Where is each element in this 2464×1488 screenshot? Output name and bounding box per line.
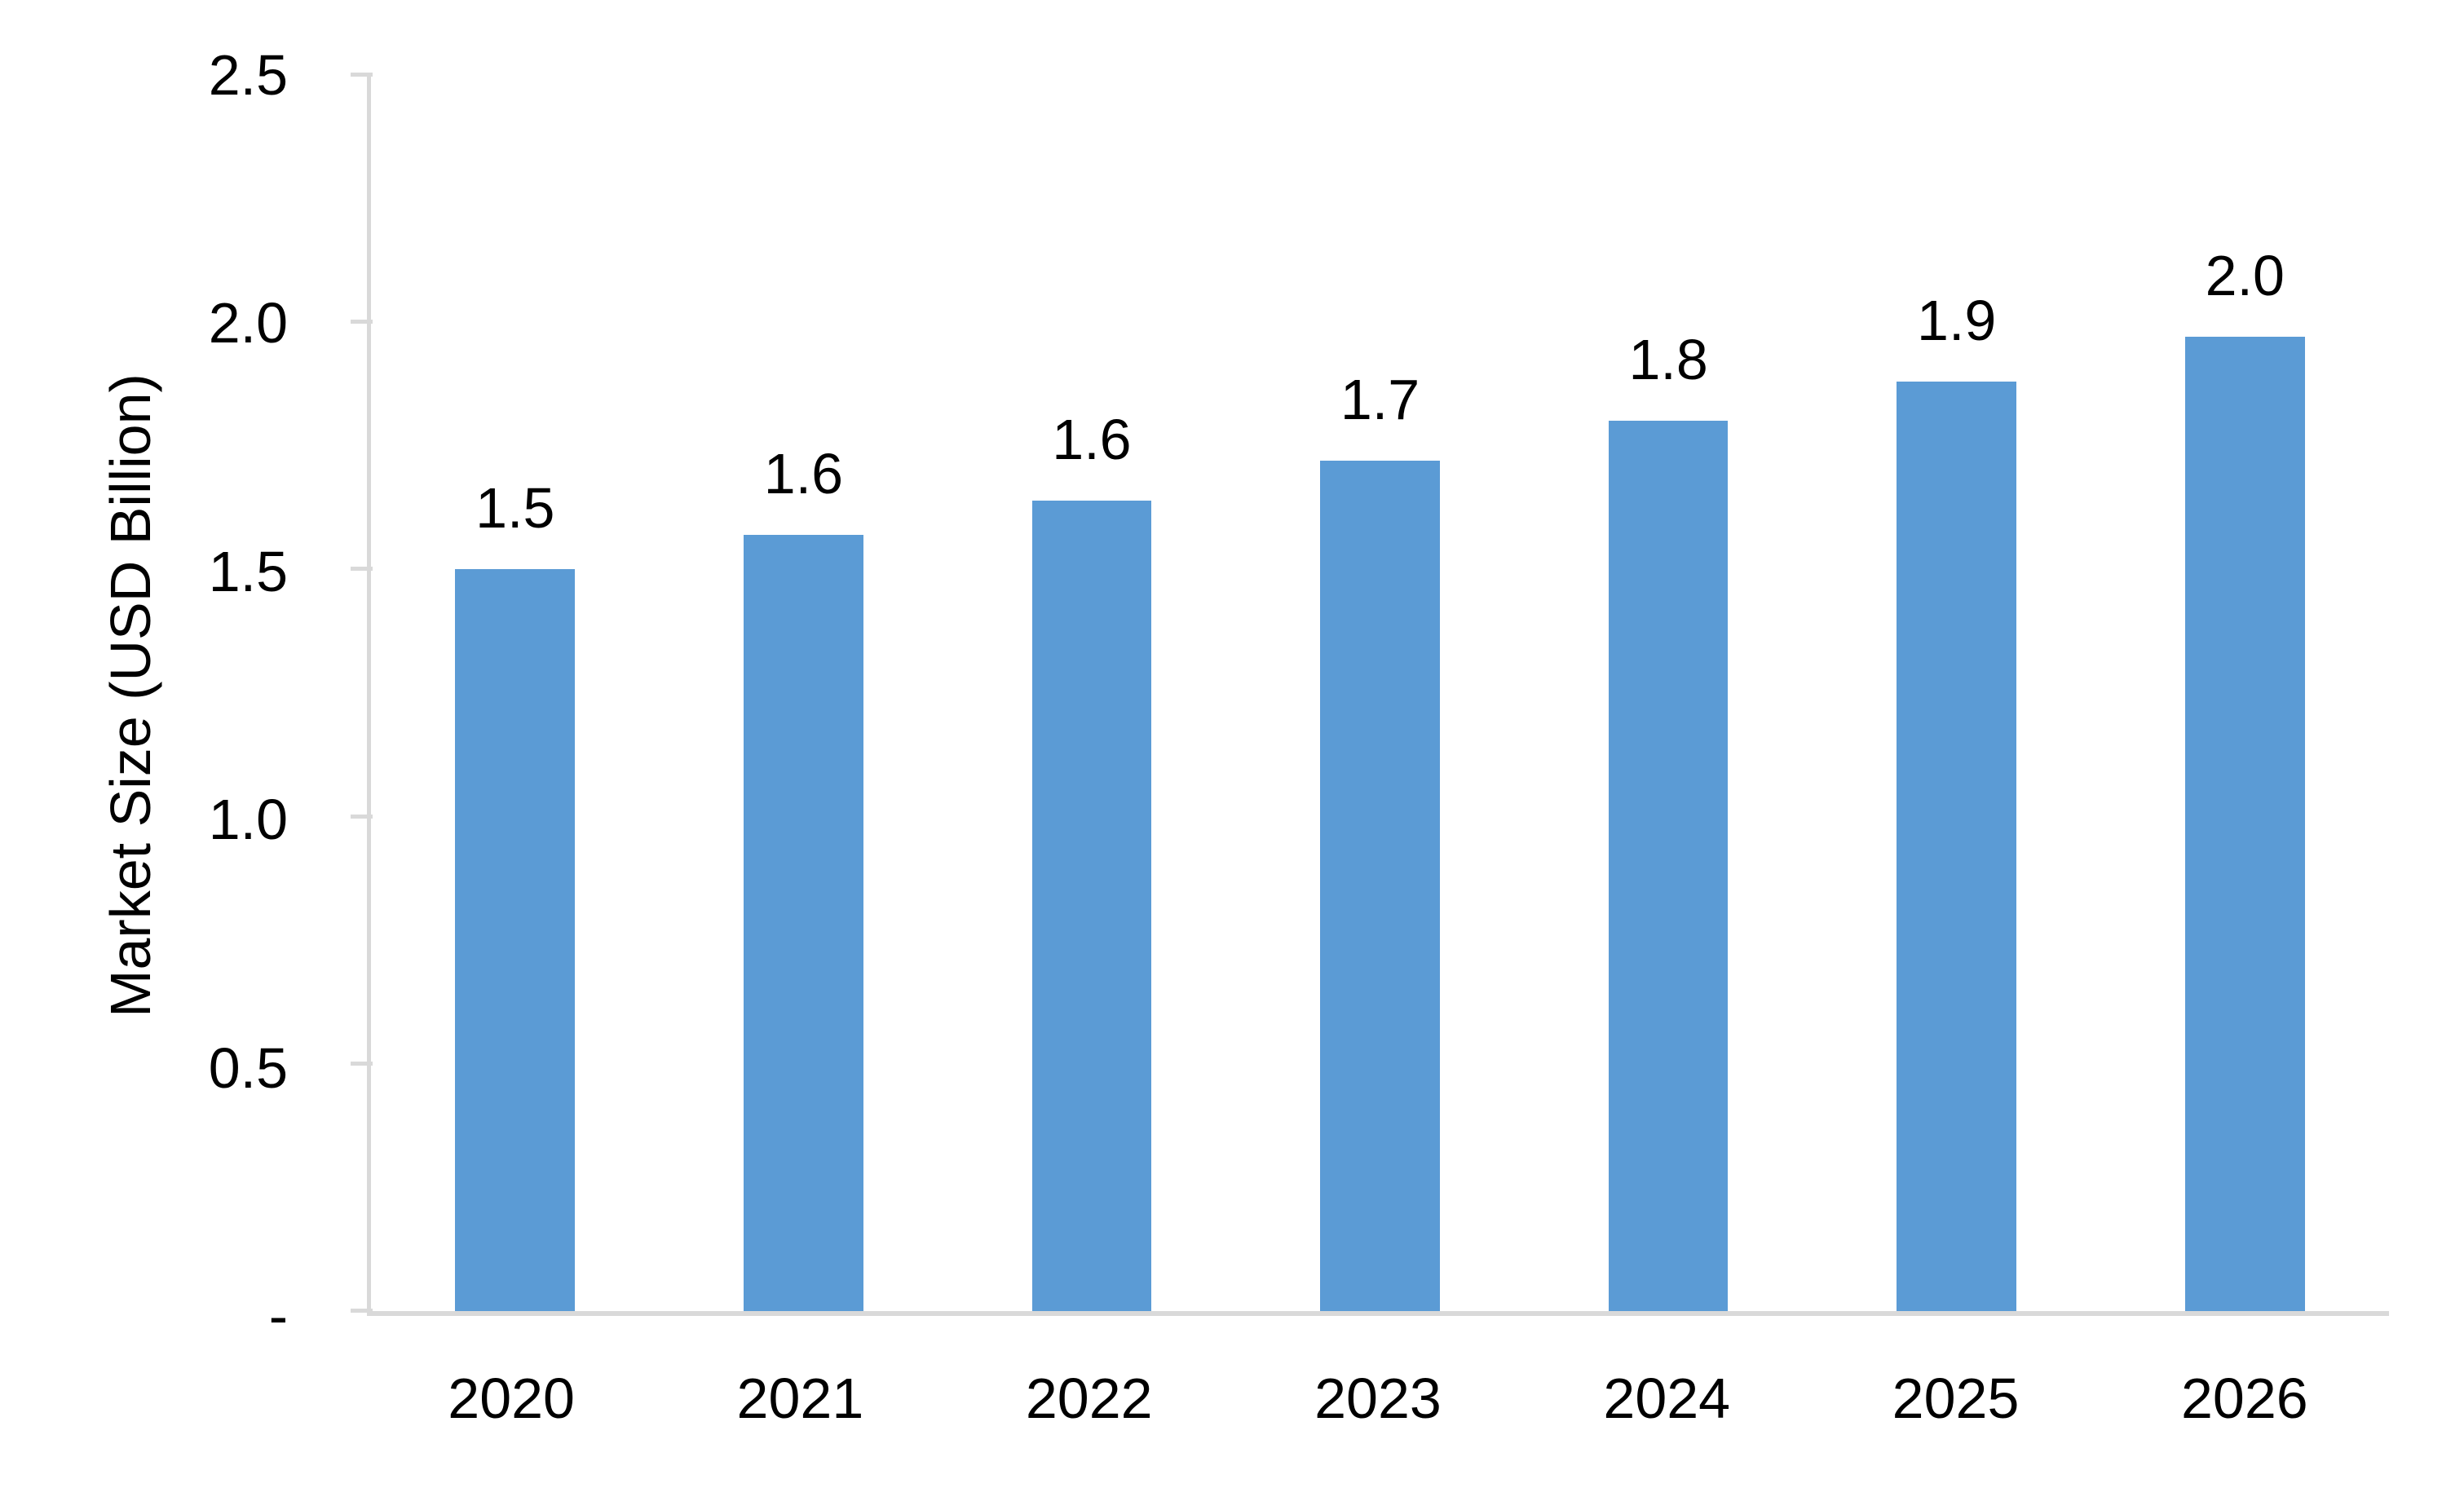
y-axis-tick-label: 0.5	[208, 1035, 288, 1100]
bar-value-label-2026: 2.0	[2205, 244, 2285, 308]
bar-2022	[1031, 500, 1152, 1311]
y-axis-tick-label: 1.0	[208, 788, 288, 852]
bar-2026	[2184, 337, 2305, 1311]
x-axis-label-2023: 2023	[1314, 1367, 1442, 1430]
bar-value-label-2025: 1.9	[1917, 288, 1997, 352]
bar-value-label-2024: 1.8	[1628, 328, 1708, 392]
bar-2020	[455, 569, 576, 1311]
y-axis-tick-label: 2.0	[208, 291, 288, 355]
y-axis-tick-label: 1.5	[208, 539, 288, 603]
x-axis-label-2024: 2024	[1603, 1367, 1731, 1430]
y-axis-tick-label: 2.5	[208, 43, 288, 107]
bar-slot-2024: 1.8	[1524, 75, 1813, 1311]
bar-slot-2020: 1.5	[371, 75, 660, 1311]
bar-slot-2022: 1.6	[947, 75, 1236, 1311]
x-axis-label-2021: 2021	[736, 1367, 864, 1430]
bar-value-label-2022: 1.6	[1052, 407, 1132, 471]
y-axis-tick	[351, 320, 373, 325]
bar-slot-2025: 1.9	[1813, 75, 2101, 1311]
bar-slot-2023: 1.7	[1236, 75, 1525, 1311]
y-axis-tick	[351, 1061, 373, 1066]
x-axis-label-2025: 2025	[1892, 1367, 2020, 1430]
bar-2025	[1897, 381, 2017, 1311]
x-axis-labels: 2020 2021 2022 2023 2024 2025 2026	[367, 1370, 2389, 1427]
bar-2021	[744, 534, 863, 1311]
x-axis-label-2020: 2020	[448, 1367, 575, 1430]
y-axis-tick	[351, 73, 373, 77]
x-axis-label-2026: 2026	[2180, 1367, 2308, 1430]
bar-value-label-2021: 1.6	[763, 441, 844, 506]
x-axis-label-2022: 2022	[1025, 1367, 1153, 1430]
y-axis-tick	[351, 567, 373, 572]
y-axis-tick	[351, 814, 373, 819]
y-axis-tick-labels: 2.5 2.0 1.5 1.0 0.5-	[0, 46, 288, 1344]
bar-slot-2026: 2.0	[2100, 75, 2389, 1311]
bars-group: 1.5 1.6 1.6 1.7 1.8 1.9 2.0	[371, 75, 2389, 1311]
y-axis-tick	[351, 1309, 373, 1313]
bar-2023	[1320, 461, 1440, 1311]
bar-value-label-2020: 1.5	[475, 476, 555, 541]
y-axis-tick-label: -	[268, 1284, 288, 1348]
plot-area: 1.5 1.6 1.6 1.7 1.8 1.9 2.0	[351, 73, 2389, 1316]
bar-slot-2021: 1.6	[660, 75, 948, 1311]
bar-2024	[1608, 421, 1729, 1311]
bar-value-label-2023: 1.7	[1340, 368, 1420, 431]
